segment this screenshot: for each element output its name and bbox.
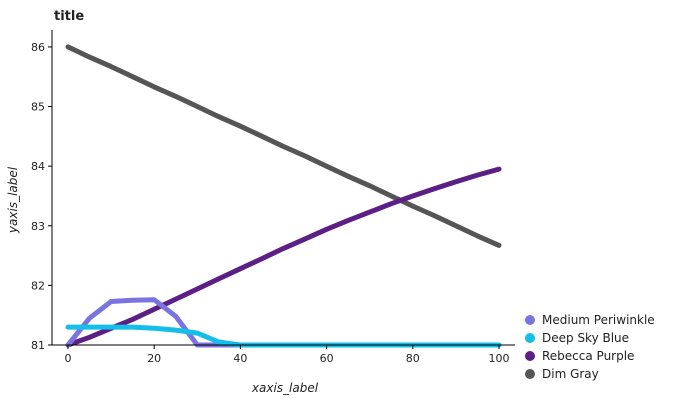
chart-title: title [54,9,84,24]
x-ticks: 0 20 40 60 80 100 [65,345,510,365]
y-tick-label: 82 [31,279,45,292]
x-axis-title: xaxis_label [251,381,319,395]
legend-swatch-rebecca-purple [525,351,535,361]
y-ticks: 81 82 83 84 85 86 [31,41,52,352]
legend-label-rebecca-purple: Rebecca Purple [542,349,634,363]
y-tick-label: 85 [31,101,45,114]
x-tick-label: 100 [489,352,510,365]
series-line-rebecca-purple [65,166,502,348]
legend-swatch-deep-sky-blue [525,333,535,343]
x-tick-label: 20 [147,352,161,365]
y-tick-label: 83 [31,220,45,233]
x-tick-label: 40 [233,352,247,365]
legend-label-dim-gray: Dim Gray [542,367,599,381]
x-tick-label: 60 [320,352,334,365]
legend-swatch-medium-periwinkle [525,315,535,325]
legend-label-deep-sky-blue: Deep Sky Blue [542,331,629,345]
axes [51,30,515,346]
y-tick-label: 81 [31,339,45,352]
legend-label-medium-periwinkle: Medium Periwinkle [542,313,655,327]
y-axis-title: yaxis_label [6,166,20,234]
x-tick-label: 0 [65,352,72,365]
legend-swatch-dim-gray [525,369,535,379]
y-tick-label: 84 [31,160,45,173]
x-tick-label: 80 [406,352,420,365]
legend: Medium Periwinkle Deep Sky Blue Rebecca Pu… [525,313,655,381]
series-line-dim-gray [65,44,502,248]
y-tick-label: 86 [31,41,45,54]
